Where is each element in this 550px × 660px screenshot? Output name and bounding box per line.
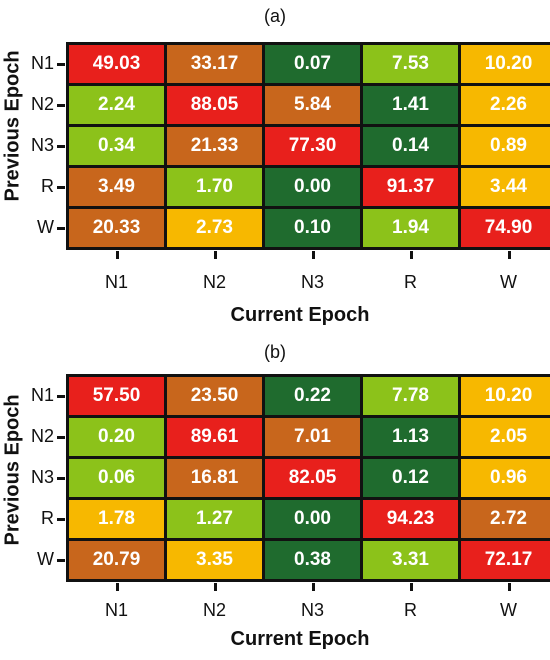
heatmap-cell: 7.01	[265, 418, 360, 456]
heatmap-cell: 88.05	[167, 86, 262, 124]
y-tick-mark	[57, 104, 65, 107]
heatmap-cell: 2.73	[167, 209, 262, 247]
x-tick-mark	[507, 251, 511, 259]
heatmap-cell: 3.31	[363, 541, 458, 579]
heatmap-cell: 2.26	[461, 86, 550, 124]
y-tick-mark	[57, 63, 65, 66]
heatmap-cell: 0.00	[265, 168, 360, 206]
heatmap-cell: 1.70	[167, 168, 262, 206]
heatmap-cell: 10.20	[461, 377, 550, 415]
y-tick-label: W	[37, 549, 54, 569]
y-tick-mark	[57, 477, 65, 480]
heatmap-cell: 94.23	[363, 500, 458, 538]
heatmap-cell: 23.50	[167, 377, 262, 415]
heatmap-cell: 72.17	[461, 541, 550, 579]
y-tick-label: N3	[30, 467, 54, 487]
heatmap-cell: 33.17	[167, 45, 262, 83]
panel-label-b: (b)	[264, 342, 286, 362]
x-tick-mark	[115, 583, 119, 591]
heatmap-cell: 0.07	[265, 45, 360, 83]
x-tick-label: W	[500, 600, 517, 620]
heatmap-cell: 2.24	[69, 86, 164, 124]
x-tick-label: N1	[104, 600, 128, 620]
heatmap-cell: 0.96	[461, 459, 550, 497]
x-tick-mark	[409, 583, 413, 591]
heatmap-cell: 0.14	[363, 127, 458, 165]
x-axis-title-a: Current Epoch	[230, 304, 370, 326]
panel-label-a: (a)	[264, 6, 286, 26]
heatmap-cell: 57.50	[69, 377, 164, 415]
y-tick-label: R	[41, 176, 54, 196]
heatmap-cell: 0.20	[69, 418, 164, 456]
heatmap-cell: 3.49	[69, 168, 164, 206]
x-tick-mark	[311, 583, 315, 591]
heatmap-cell: 20.79	[69, 541, 164, 579]
y-tick-mark	[57, 518, 65, 521]
y-tick-mark	[57, 186, 65, 189]
y-tick-mark	[57, 227, 65, 230]
heatmap-cell: 3.44	[461, 168, 550, 206]
heatmap-cell: 77.30	[265, 127, 360, 165]
heatmap-cell: 82.05	[265, 459, 360, 497]
heatmap-cell: 5.84	[265, 86, 360, 124]
heatmap-cell: 2.05	[461, 418, 550, 456]
y-tick-label: W	[37, 217, 54, 237]
x-tick-label: R	[404, 600, 417, 620]
heatmap-cell: 49.03	[69, 45, 164, 83]
y-tick-label: R	[41, 508, 54, 528]
heatmap-cell: 0.12	[363, 459, 458, 497]
x-tick-label: W	[500, 272, 517, 292]
x-tick-mark	[115, 251, 119, 259]
heatmap-cell: 0.22	[265, 377, 360, 415]
x-tick-mark	[213, 583, 217, 591]
heatmap-cell: 1.27	[167, 500, 262, 538]
y-tick-mark	[57, 395, 65, 398]
x-tick-label: N3	[300, 272, 324, 292]
y-tick-label: N1	[30, 53, 54, 73]
x-tick-label: N3	[300, 600, 324, 620]
heatmap-cell: 2.72	[461, 500, 550, 538]
heatmap-cell: 0.10	[265, 209, 360, 247]
x-tick-label: N2	[202, 600, 226, 620]
heatmap-cell: 20.33	[69, 209, 164, 247]
heatmap-cell: 0.06	[69, 459, 164, 497]
heatmap-cell: 1.13	[363, 418, 458, 456]
heatmap-cell: 0.89	[461, 127, 550, 165]
heatmap-cell: 21.33	[167, 127, 262, 165]
y-tick-label: N2	[30, 94, 54, 114]
heatmap-cell: 0.00	[265, 500, 360, 538]
heatmap-cell: 1.94	[363, 209, 458, 247]
heatmap-cell: 0.38	[265, 541, 360, 579]
heatmap-cell: 1.78	[69, 500, 164, 538]
heatmap-cell: 16.81	[167, 459, 262, 497]
heatmap-cell: 7.53	[363, 45, 458, 83]
x-tick-mark	[507, 583, 511, 591]
y-tick-label: N3	[30, 135, 54, 155]
x-tick-label: N2	[202, 272, 226, 292]
heatmap-matrix-a: 49.03 33.17 0.07 7.53 10.20 2.24 88.05 5.84 1.41…	[66, 42, 550, 250]
y-tick-label: N2	[30, 426, 54, 446]
x-tick-mark	[409, 251, 413, 259]
x-tick-mark	[311, 251, 315, 259]
heatmap-cell: 7.78	[363, 377, 458, 415]
y-tick-mark	[57, 559, 65, 562]
heatmap-cell: 3.35	[167, 541, 262, 579]
heatmap-cell: 74.90	[461, 209, 550, 247]
x-tick-mark	[213, 251, 217, 259]
x-axis-title-b: Current Epoch	[230, 628, 370, 650]
x-tick-label: R	[404, 272, 417, 292]
heatmap-matrix-b: 57.50 23.50 0.22 7.78 10.20 0.20 89.61 7.01 1.13…	[66, 374, 550, 582]
heatmap-cell: 89.61	[167, 418, 262, 456]
heatmap-cell: 10.20	[461, 45, 550, 83]
y-tick-label: N1	[30, 385, 54, 405]
heatmap-cell: 91.37	[363, 168, 458, 206]
heatmap-cell: 1.41	[363, 86, 458, 124]
heatmap-cell: 0.34	[69, 127, 164, 165]
y-tick-mark	[57, 145, 65, 148]
x-tick-label: N1	[104, 272, 128, 292]
y-tick-mark	[57, 436, 65, 439]
